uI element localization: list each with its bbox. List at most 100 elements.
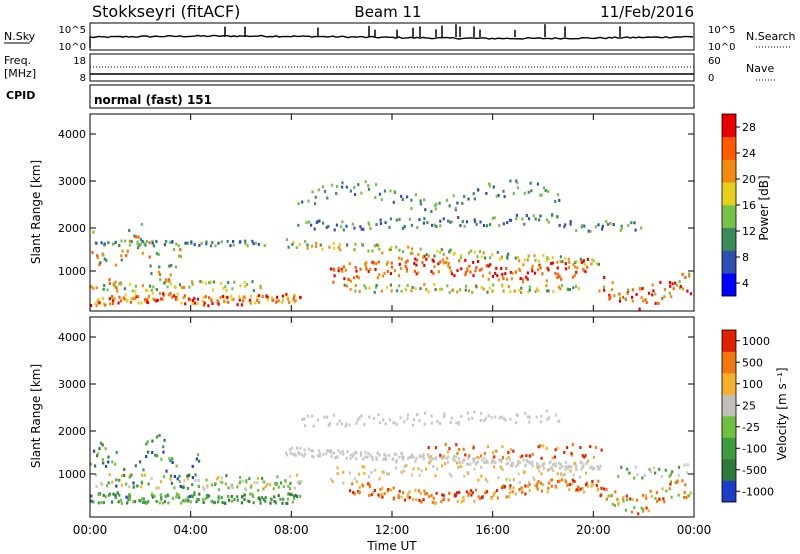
velocity-cell — [246, 499, 249, 503]
power-cell — [511, 271, 514, 275]
velocity-cell — [585, 461, 588, 465]
velocity-cell — [418, 473, 421, 477]
velocity-ytick-label: 3000 — [58, 378, 86, 391]
velocity-cell — [139, 460, 142, 464]
velocity-cell — [342, 470, 345, 474]
power-cell — [437, 270, 440, 274]
power-cell — [417, 253, 420, 257]
power-cell — [138, 243, 141, 247]
velocity-cell — [571, 478, 574, 482]
velocity-cell — [332, 413, 335, 417]
power-cell — [292, 240, 295, 244]
power-cell — [539, 193, 542, 197]
power-cell — [595, 262, 598, 266]
velocity-cell — [403, 465, 406, 468]
velocity-cell — [509, 464, 513, 468]
velocity-cell — [564, 468, 567, 472]
power-cell — [654, 301, 657, 305]
velocity-cell — [484, 477, 487, 481]
velocity-cell — [628, 471, 631, 475]
power-cell — [252, 242, 255, 246]
power-colorbar-swatch — [722, 114, 736, 138]
velocity-cell — [432, 465, 435, 468]
power-cell — [601, 227, 604, 231]
power-cell — [688, 272, 691, 276]
velocity-cell — [473, 499, 476, 503]
velocity-cell — [652, 466, 656, 470]
power-cell — [108, 282, 111, 286]
velocity-cell — [286, 497, 289, 501]
power-cell — [299, 296, 302, 299]
power-cell — [155, 240, 158, 244]
velocity-cell — [584, 454, 587, 458]
velocity-colorbar-swatch — [722, 480, 736, 503]
velocity-cell — [492, 493, 495, 497]
power-cell — [448, 250, 451, 254]
velocity-cell — [361, 465, 364, 469]
power-cell — [285, 293, 288, 296]
power-cell — [410, 223, 413, 227]
power-cell — [417, 271, 420, 275]
velocity-cell — [337, 449, 340, 452]
velocity-cell — [445, 456, 448, 460]
velocity-cell — [296, 446, 299, 450]
velocity-cell — [515, 464, 518, 468]
velocity-cell — [490, 461, 493, 465]
power-cell — [96, 299, 99, 303]
velocity-cell — [415, 456, 418, 460]
power-cell — [540, 193, 543, 197]
power-cell — [148, 241, 151, 245]
velocity-cell — [307, 414, 310, 418]
velocity-cell — [480, 474, 483, 478]
velocity-cell — [550, 484, 553, 488]
power-cell — [104, 303, 107, 307]
power-cell — [456, 290, 459, 294]
power-cell — [276, 295, 279, 299]
velocity-cell — [582, 463, 585, 467]
power-cell — [454, 206, 457, 210]
velocity-cell — [138, 499, 141, 503]
velocity-cell — [322, 453, 325, 456]
velocity-cell — [206, 493, 209, 497]
velocity-cell — [107, 455, 110, 459]
velocity-cell — [392, 497, 395, 501]
velocity-cell — [643, 473, 646, 477]
velocity-cell — [197, 479, 200, 482]
velocity-cell — [528, 489, 531, 493]
velocity-cell — [355, 421, 358, 425]
power-cell — [416, 258, 419, 262]
velocity-cell — [449, 421, 452, 424]
power-cell — [573, 273, 576, 277]
velocity-cell — [339, 451, 342, 455]
velocity-cell — [379, 487, 382, 491]
velocity-cell — [187, 499, 190, 503]
velocity-cell — [194, 473, 197, 477]
power-cell — [591, 258, 594, 261]
power-cell — [689, 292, 692, 296]
velocity-cell — [210, 499, 213, 503]
velocity-cell — [162, 501, 165, 505]
velocity-cell — [378, 477, 381, 481]
power-cell — [340, 267, 343, 271]
velocity-cell — [120, 501, 123, 505]
power-cell — [433, 283, 436, 286]
power-cell — [369, 227, 372, 231]
power-cell — [161, 297, 164, 301]
velocity-cell — [160, 497, 163, 501]
power-cell — [198, 243, 201, 247]
velocity-cell — [126, 501, 129, 505]
velocity-cell — [104, 464, 108, 468]
velocity-cell — [163, 438, 166, 442]
velocity-cell — [594, 446, 597, 449]
power-cell — [105, 258, 108, 262]
velocity-cell — [602, 487, 606, 491]
power-cell — [143, 242, 146, 246]
velocity-cell — [125, 495, 128, 499]
velocity-cell — [434, 501, 437, 505]
power-cell — [149, 284, 152, 288]
power-cell — [134, 297, 137, 301]
velocity-cell — [368, 493, 371, 497]
velocity-cell — [599, 464, 602, 468]
power-cell — [423, 264, 426, 267]
velocity-cell — [447, 455, 450, 459]
